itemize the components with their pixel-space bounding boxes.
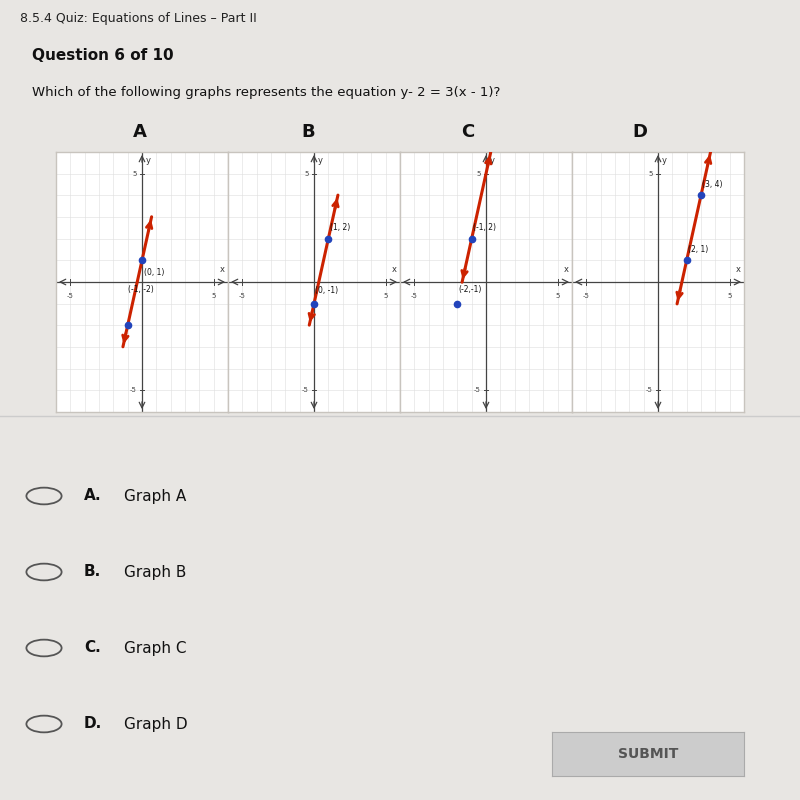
Text: 5: 5 <box>211 293 216 299</box>
Text: D: D <box>633 123 647 141</box>
Text: (2, 1): (2, 1) <box>688 245 708 254</box>
Text: C: C <box>462 123 474 141</box>
Text: -5: -5 <box>67 293 74 299</box>
Text: -5: -5 <box>302 387 309 394</box>
Text: (-1, 2): (-1, 2) <box>473 223 496 232</box>
Text: 5: 5 <box>477 170 481 177</box>
Text: B.: B. <box>84 565 102 579</box>
Text: A: A <box>133 123 147 141</box>
Text: 8.5.4 Quiz: Equations of Lines – Part II: 8.5.4 Quiz: Equations of Lines – Part II <box>20 12 257 26</box>
Text: -5: -5 <box>474 387 481 394</box>
Text: B: B <box>301 123 315 141</box>
Text: 5: 5 <box>305 170 309 177</box>
Text: (1, 2): (1, 2) <box>330 223 350 232</box>
Text: Graph A: Graph A <box>124 489 186 503</box>
Text: x: x <box>392 266 397 274</box>
Text: x: x <box>564 266 569 274</box>
Text: C.: C. <box>84 641 101 655</box>
Text: -5: -5 <box>583 293 590 299</box>
Text: (0, -1): (0, -1) <box>315 286 338 295</box>
Text: (0, 1): (0, 1) <box>144 267 165 277</box>
Text: -5: -5 <box>646 387 653 394</box>
Text: Graph C: Graph C <box>124 641 186 655</box>
Text: D.: D. <box>84 717 102 731</box>
Text: A.: A. <box>84 489 102 503</box>
Text: -5: -5 <box>239 293 246 299</box>
Text: y: y <box>146 156 150 165</box>
Text: y: y <box>318 156 322 165</box>
Text: Graph D: Graph D <box>124 717 188 731</box>
Text: Graph B: Graph B <box>124 565 186 579</box>
Text: y: y <box>662 156 666 165</box>
Text: y: y <box>490 156 494 165</box>
Text: (-1, -2): (-1, -2) <box>128 285 154 294</box>
Text: Which of the following graphs represents the equation y- 2 = 3(x - 1)?: Which of the following graphs represents… <box>32 86 500 98</box>
Text: 5: 5 <box>133 170 137 177</box>
Text: -5: -5 <box>130 387 137 394</box>
Text: 5: 5 <box>555 293 560 299</box>
Text: (3, 4): (3, 4) <box>702 180 723 189</box>
Text: 5: 5 <box>649 170 653 177</box>
Text: 5: 5 <box>727 293 732 299</box>
Text: (-2,-1): (-2,-1) <box>458 285 482 294</box>
Text: Question 6 of 10: Question 6 of 10 <box>32 48 174 63</box>
Text: x: x <box>220 266 225 274</box>
Text: x: x <box>736 266 741 274</box>
Text: SUBMIT: SUBMIT <box>618 747 678 761</box>
Text: 5: 5 <box>383 293 388 299</box>
Text: -5: -5 <box>411 293 418 299</box>
